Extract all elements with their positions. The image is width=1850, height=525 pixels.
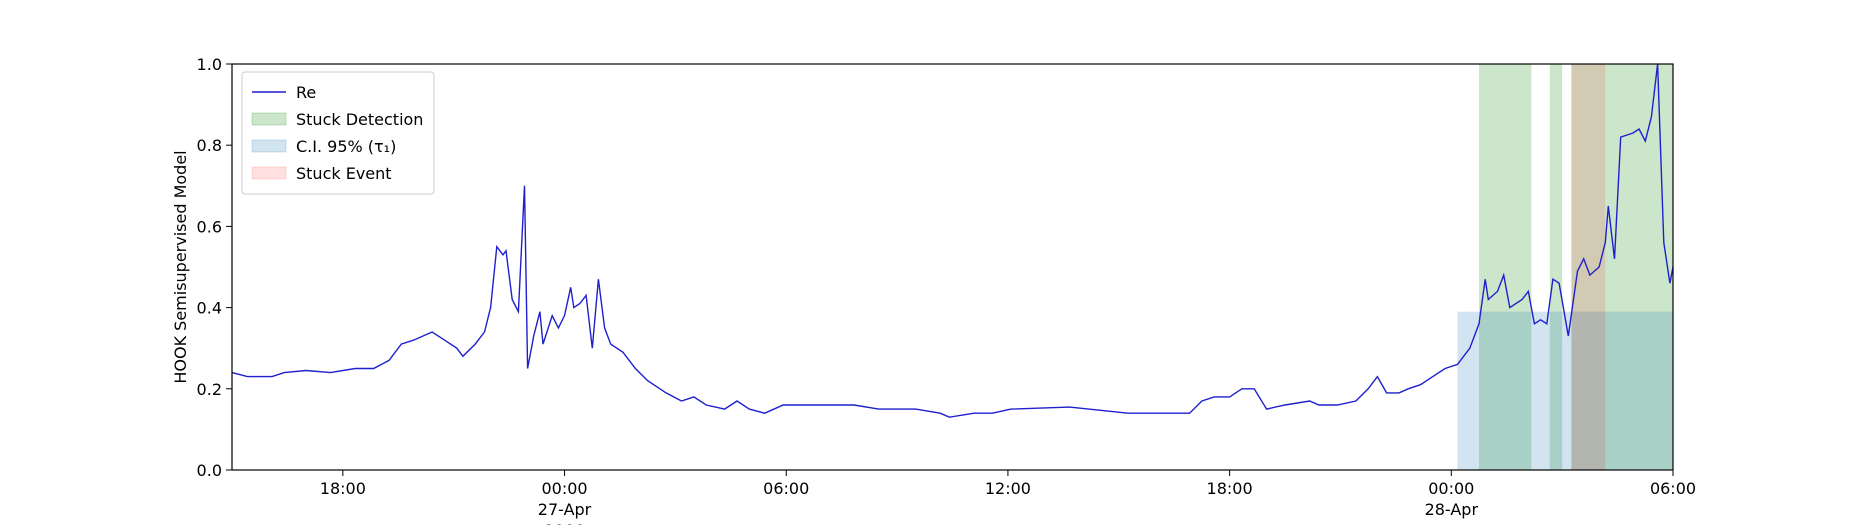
- legend-swatch: [251, 166, 287, 180]
- y-tick-label: 1.0: [197, 55, 222, 74]
- x-tick-label: 00:00: [541, 479, 587, 498]
- plot-frame: [231, 63, 1674, 471]
- x-tick-label: 28-Apr: [1425, 500, 1479, 519]
- legend-swatch: [251, 139, 287, 153]
- y-tick-label: 0.4: [197, 299, 222, 318]
- y-axis-label: HOOK Semisupervised Model: [171, 150, 190, 383]
- y-tick-label: 0.2: [197, 380, 222, 399]
- x-tick-label: 1900: [544, 521, 585, 525]
- legend-label: Re: [296, 83, 316, 102]
- band: [1549, 64, 1563, 470]
- legend-label: Stuck Detection: [296, 110, 423, 129]
- x-tick-label: 18:00: [320, 479, 366, 498]
- legend-label: Stuck Event: [296, 164, 392, 183]
- band: [1571, 64, 1606, 470]
- legend: Re Stuck Detection C.I. 95% (τ₁) Stuck Even…: [241, 71, 435, 195]
- band: [1571, 64, 1673, 470]
- band: [1457, 311, 1673, 470]
- x-tick-label: 00:00: [1428, 479, 1474, 498]
- legend-label: C.I. 95% (τ₁): [296, 137, 396, 156]
- x-tick-label: 12:00: [985, 479, 1031, 498]
- legend-swatch: [251, 112, 287, 126]
- y-tick-label: 0.8: [197, 136, 222, 155]
- x-tick-label: 06:00: [763, 479, 809, 498]
- x-tick-label: 06:00: [1650, 479, 1696, 498]
- x-tick-label: 18:00: [1207, 479, 1253, 498]
- legend-frame: [241, 71, 435, 195]
- x-tick-label: 27-Apr: [538, 500, 592, 519]
- band: [1479, 64, 1532, 470]
- y-tick-label: 0.6: [197, 217, 222, 236]
- y-tick-label: 0.0: [197, 461, 222, 480]
- line: [231, 63, 1674, 418]
